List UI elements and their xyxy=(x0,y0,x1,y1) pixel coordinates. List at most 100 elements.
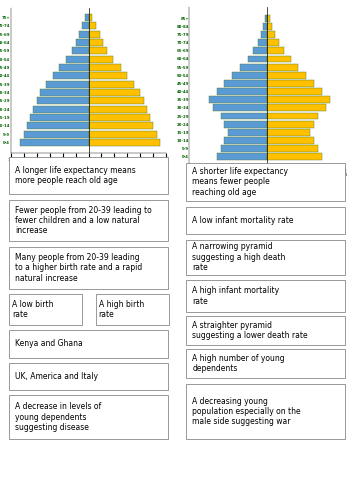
Bar xyxy=(88,22,96,30)
Bar xyxy=(217,88,267,95)
Bar xyxy=(88,106,147,112)
Bar xyxy=(85,14,88,21)
FancyBboxPatch shape xyxy=(9,294,82,325)
Bar xyxy=(217,154,267,160)
Bar xyxy=(267,104,326,112)
Bar xyxy=(221,112,267,119)
Text: UK, America and Italy: UK, America and Italy xyxy=(15,372,98,381)
Bar xyxy=(88,122,153,130)
Text: A narrowing pyramid
suggesting a high death
rate: A narrowing pyramid suggesting a high de… xyxy=(192,242,286,272)
Text: Kenya and Ghana: Kenya and Ghana xyxy=(15,340,83,348)
FancyBboxPatch shape xyxy=(9,248,168,288)
Bar xyxy=(267,120,314,128)
FancyBboxPatch shape xyxy=(186,207,345,234)
Bar xyxy=(88,64,121,71)
Bar xyxy=(82,22,88,30)
Bar xyxy=(88,14,92,21)
Bar xyxy=(88,48,107,54)
FancyBboxPatch shape xyxy=(186,316,345,345)
Bar xyxy=(267,112,318,119)
FancyBboxPatch shape xyxy=(9,330,168,357)
Bar xyxy=(88,114,150,121)
Bar xyxy=(267,64,298,70)
Bar xyxy=(267,80,314,87)
Bar xyxy=(72,48,88,54)
Bar xyxy=(267,154,322,160)
Bar xyxy=(267,15,270,22)
Bar xyxy=(53,72,88,80)
Bar xyxy=(224,80,267,87)
FancyBboxPatch shape xyxy=(186,280,345,312)
Bar xyxy=(46,80,88,87)
Bar xyxy=(88,30,100,38)
FancyBboxPatch shape xyxy=(9,396,168,438)
FancyBboxPatch shape xyxy=(96,294,169,325)
Text: A low birth
rate: A low birth rate xyxy=(12,300,53,320)
Bar xyxy=(79,30,88,38)
Bar xyxy=(267,31,275,38)
Text: Many people from 20-39 leading
to a higher birth rate and a rapid
natural increa: Many people from 20-39 leading to a high… xyxy=(15,253,143,283)
Bar xyxy=(267,48,284,54)
X-axis label: % Male    % Female: % Male % Female xyxy=(244,178,291,184)
Bar xyxy=(88,39,103,46)
Text: Fewer people from 20-39 leading to
fewer children and a low natural
increase: Fewer people from 20-39 leading to fewer… xyxy=(15,206,152,236)
Bar xyxy=(209,96,267,103)
Bar xyxy=(267,96,330,103)
FancyBboxPatch shape xyxy=(186,384,345,439)
Bar xyxy=(59,64,88,71)
X-axis label: % Male         % Female: % Male % Female xyxy=(61,164,116,168)
Text: A decreasing young
population especially on the
male side suggesting war: A decreasing young population especially… xyxy=(192,396,301,426)
Bar xyxy=(267,56,291,62)
Bar xyxy=(27,122,88,130)
Text: A high birth
rate: A high birth rate xyxy=(98,300,144,320)
Bar xyxy=(261,31,267,38)
Bar xyxy=(267,88,322,95)
Bar xyxy=(267,137,314,144)
FancyBboxPatch shape xyxy=(186,350,345,378)
Text: A low infant mortality rate: A low infant mortality rate xyxy=(192,216,294,225)
Bar xyxy=(88,130,156,138)
Bar xyxy=(228,129,267,136)
Bar xyxy=(265,15,267,22)
Bar xyxy=(240,64,267,70)
Bar xyxy=(224,120,267,128)
Bar xyxy=(88,98,144,104)
Text: A longer life expectancy means
more people reach old age: A longer life expectancy means more peop… xyxy=(15,166,136,185)
Bar xyxy=(21,139,88,146)
Text: A straighter pyramid
suggesting a lower death rate: A straighter pyramid suggesting a lower … xyxy=(192,321,308,340)
Text: A shorter life expectancy
means fewer people
reaching old age: A shorter life expectancy means fewer pe… xyxy=(192,167,288,197)
Bar xyxy=(258,39,267,46)
Bar xyxy=(248,56,267,62)
Bar xyxy=(267,72,306,78)
Text: A high number of young
dependents: A high number of young dependents xyxy=(192,354,285,373)
Bar xyxy=(88,56,113,62)
Bar xyxy=(263,23,267,30)
Text: A decrease in levels of
young dependents
suggesting disease: A decrease in levels of young dependents… xyxy=(15,402,102,432)
Bar xyxy=(40,89,88,96)
Bar xyxy=(66,56,88,62)
Bar xyxy=(88,139,160,146)
Bar xyxy=(221,145,267,152)
Text: A high infant mortality
rate: A high infant mortality rate xyxy=(192,286,279,306)
Bar xyxy=(30,114,88,121)
FancyBboxPatch shape xyxy=(186,162,345,202)
FancyBboxPatch shape xyxy=(186,240,345,275)
Bar xyxy=(267,39,279,46)
Bar xyxy=(33,106,88,112)
Bar xyxy=(88,72,127,80)
Bar xyxy=(213,104,267,112)
Bar xyxy=(267,145,318,152)
Bar xyxy=(253,48,267,54)
Bar xyxy=(267,23,272,30)
Bar xyxy=(24,130,88,138)
Bar xyxy=(75,39,88,46)
Bar xyxy=(224,137,267,144)
Bar xyxy=(88,89,141,96)
Bar xyxy=(88,80,134,87)
Bar xyxy=(36,98,88,104)
Bar xyxy=(267,129,310,136)
Bar xyxy=(232,72,267,78)
FancyBboxPatch shape xyxy=(9,200,168,241)
FancyBboxPatch shape xyxy=(9,363,168,390)
FancyBboxPatch shape xyxy=(9,157,168,194)
